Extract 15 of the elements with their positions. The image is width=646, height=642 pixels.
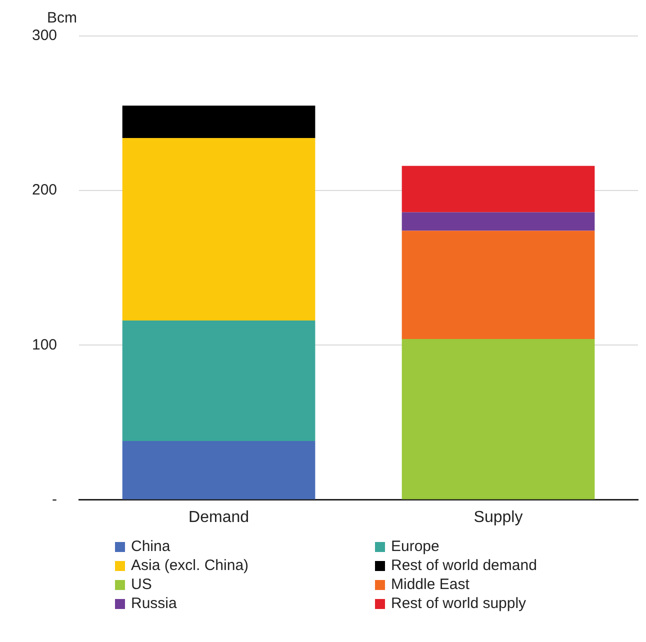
y-tick-label: 200: [32, 182, 58, 199]
legend-label: Middle East: [391, 576, 470, 593]
legend-label: Rest of world demand: [391, 557, 537, 574]
y-tick-label: 300: [32, 27, 58, 44]
legend-label: Asia (excl. China): [131, 557, 249, 574]
legend-label: US: [131, 576, 152, 593]
legend-label: China: [131, 538, 170, 555]
y-axis-title: Bcm: [47, 10, 78, 27]
y-tick-label: -: [52, 490, 58, 508]
x-tick-label: Demand: [188, 508, 250, 526]
legend-label: Rest of world supply: [391, 595, 526, 612]
legend-label: Russia: [131, 595, 177, 612]
legend-label: Europe: [391, 538, 440, 555]
y-tick-label: 100: [32, 336, 58, 354]
x-tick-label: Supply: [474, 508, 523, 526]
